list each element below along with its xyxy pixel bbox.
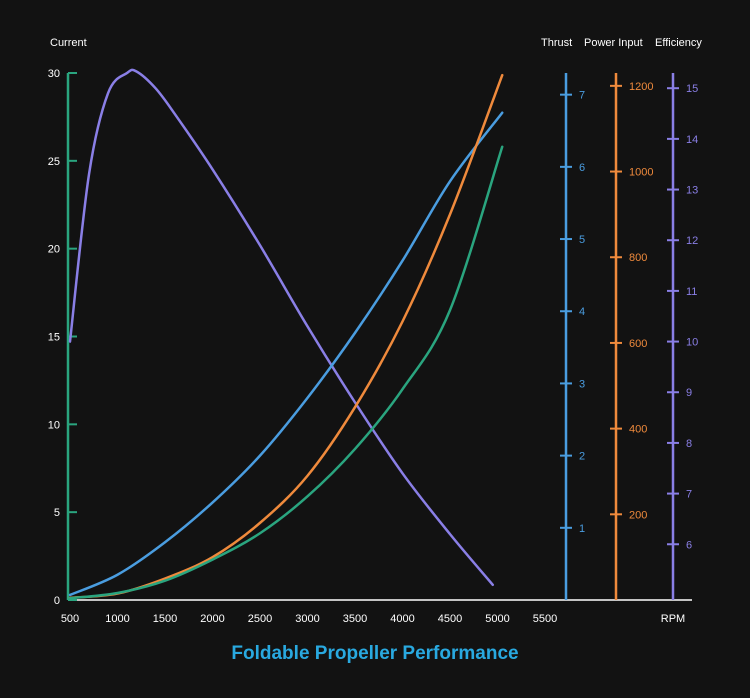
x-tick-label: 5000 bbox=[485, 613, 509, 625]
efficiency-tick-label: 9 bbox=[686, 387, 692, 399]
current-axis-label: Current bbox=[50, 37, 87, 49]
efficiency-tick-label: 13 bbox=[686, 185, 698, 197]
x-axis-label: RPM bbox=[661, 613, 685, 625]
power-tick-label: 400 bbox=[629, 424, 647, 436]
power-series-line bbox=[68, 73, 504, 600]
power-tick-label: 800 bbox=[629, 252, 647, 264]
thrust-tick-label: 3 bbox=[579, 378, 585, 390]
x-tick-label: 3500 bbox=[343, 613, 367, 625]
thrust-tick-label: 2 bbox=[579, 451, 585, 463]
efficiency-tick-label: 8 bbox=[686, 438, 692, 450]
power-tick-label: 200 bbox=[629, 509, 647, 521]
current-tick-label: 10 bbox=[48, 419, 60, 431]
efficiency-series-line bbox=[68, 68, 494, 587]
current-tick-label: 5 bbox=[54, 507, 60, 519]
thrust-tick-label: 4 bbox=[579, 306, 585, 318]
power-tick-label: 1200 bbox=[629, 81, 653, 93]
x-tick-label: 1500 bbox=[153, 613, 177, 625]
efficiency-tick-label: 11 bbox=[686, 286, 697, 298]
current-tick-label: 15 bbox=[48, 332, 60, 344]
thrust-tick-label: 6 bbox=[579, 162, 585, 174]
efficiency-tick-label: 7 bbox=[686, 489, 692, 501]
x-tick-label: 4000 bbox=[390, 613, 414, 625]
power-axis-label: Power Input bbox=[584, 37, 643, 49]
x-tick-label: 3000 bbox=[295, 613, 319, 625]
efficiency-axis-label: Efficiency bbox=[655, 37, 702, 49]
x-tick-label: 500 bbox=[61, 613, 79, 625]
efficiency-tick-label: 10 bbox=[686, 337, 698, 349]
x-tick-label: 2500 bbox=[248, 613, 272, 625]
x-tick-label: 4500 bbox=[438, 613, 462, 625]
x-tick-label: 5500 bbox=[533, 613, 557, 625]
efficiency-tick-label: 15 bbox=[686, 83, 698, 95]
thrust-tick-label: 7 bbox=[579, 90, 585, 102]
chart-title: Foldable Propeller Performance bbox=[231, 643, 519, 664]
current-tick-label: 30 bbox=[48, 68, 60, 80]
thrust-tick-label: 1 bbox=[579, 523, 585, 535]
x-tick-label: 1000 bbox=[105, 613, 129, 625]
thrust-tick-label: 5 bbox=[579, 234, 585, 246]
x-tick-label: 2000 bbox=[200, 613, 224, 625]
thrust-series-line bbox=[68, 111, 504, 597]
current-series-line bbox=[68, 145, 504, 600]
efficiency-tick-label: 6 bbox=[686, 539, 692, 551]
current-tick-label: 25 bbox=[48, 156, 60, 168]
power-tick-label: 600 bbox=[629, 338, 647, 350]
power-tick-label: 1000 bbox=[629, 167, 653, 179]
efficiency-tick-label: 14 bbox=[686, 134, 698, 146]
efficiency-tick-label: 12 bbox=[686, 235, 698, 247]
current-tick-label: 20 bbox=[48, 244, 60, 256]
thrust-axis-label: Thrust bbox=[541, 37, 572, 49]
current-tick-label: 0 bbox=[54, 595, 60, 607]
